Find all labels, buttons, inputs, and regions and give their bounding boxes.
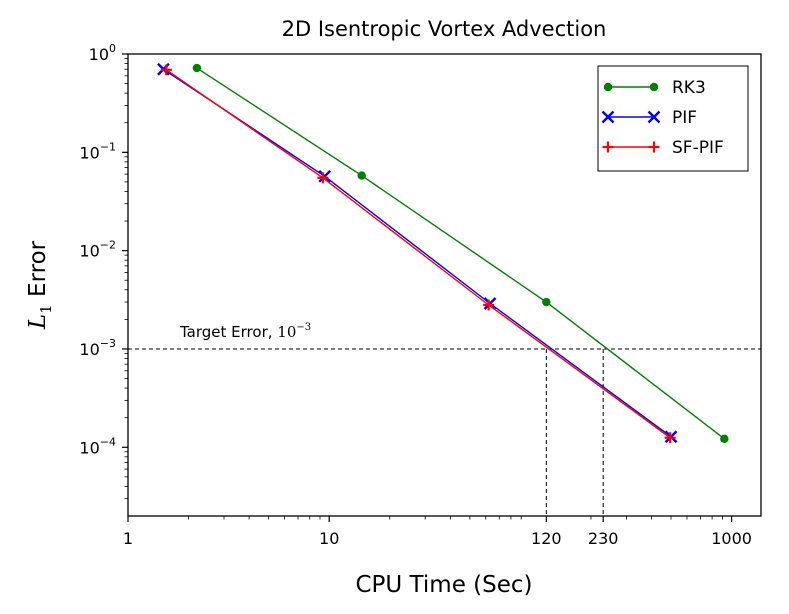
- series-rk3: [192, 63, 729, 443]
- y-tick-label-1: 10−1: [79, 140, 116, 162]
- series-line-pif: [163, 68, 672, 438]
- series-line-sf-pif: [165, 69, 671, 439]
- x-tick-label-1: 1: [123, 529, 133, 548]
- series-layer: [157, 62, 729, 444]
- series-line-rk3: [196, 67, 725, 440]
- x-tick-label-230: 230: [588, 529, 619, 548]
- y-tick-label-2: 10−2: [79, 239, 116, 261]
- target-lines: [128, 348, 761, 516]
- legend-marker-left-sf-pif: [602, 141, 614, 153]
- y-tick-exponent: 0: [109, 42, 116, 55]
- y-axis-label-var: L: [25, 314, 51, 330]
- data-point-rk3-3: [542, 297, 551, 307]
- data-point-pif-3: [483, 297, 497, 310]
- y-axis-label-sub: 1: [37, 304, 55, 314]
- target-error-base: 10: [277, 323, 296, 341]
- y-tick-exponent: −4: [100, 435, 116, 448]
- y-tick-base: 10: [79, 340, 99, 359]
- legend-label-sf-pif: SF-PIF: [672, 138, 724, 158]
- x-axis-label: CPU Time (Sec): [355, 572, 532, 598]
- data-point-sf-pif-3: [483, 299, 495, 311]
- y-tick-label-4: 10−4: [79, 435, 116, 457]
- plot-area: [127, 53, 762, 517]
- plot-frame: [127, 53, 762, 517]
- data-point-rk3-1: [192, 63, 202, 73]
- legend-marker-right-rk3: [649, 82, 659, 92]
- data-point-sf-pif-2: [317, 172, 329, 184]
- legend-marker-right-pif-stroke-b: [647, 110, 661, 124]
- legend-marker-left-pif-stroke-b: [601, 110, 615, 124]
- target-error-text: Target Error,: [179, 323, 277, 341]
- target-error-exp: −3: [296, 322, 311, 333]
- x-axis-ticks: 1 10 120 230 1000: [123, 516, 752, 548]
- legend-entry-pif: PIF: [601, 108, 697, 128]
- legend-label-pif: PIF: [672, 108, 697, 128]
- y-tick-base: 10: [79, 242, 99, 261]
- legend-marker-right-pif: [647, 110, 661, 124]
- data-point-rk3-2: [357, 171, 366, 180]
- y-tick-base: 10: [89, 45, 109, 64]
- x-tick-label-10: 10: [319, 529, 339, 548]
- y-tick-label-3: 10−3: [79, 337, 116, 359]
- x-tick-label-120: 120: [531, 529, 562, 548]
- y-axis-label: L1 Error: [25, 240, 55, 330]
- y-tick-exponent: −2: [100, 239, 116, 252]
- legend-box: [597, 65, 749, 172]
- legend-entry-sf-pif: SF-PIF: [602, 138, 724, 158]
- y-tick-label-0: 100: [89, 42, 116, 64]
- series-sf-pif: [160, 64, 676, 444]
- legend: RK3 PIF SF-PIF: [597, 65, 749, 172]
- y-axis-label-rest: Error: [25, 240, 51, 304]
- target-error-label: Target Error, 10−3: [179, 322, 311, 341]
- legend-entry-rk3: RK3: [603, 78, 706, 98]
- y-tick-base: 10: [79, 438, 99, 457]
- data-point-pif-3-stroke-b: [483, 297, 497, 310]
- chart-title: 2D Isentropic Vortex Advection: [282, 17, 607, 41]
- x-tick-label-1000: 1000: [711, 529, 752, 548]
- legend-marker-right-sf-pif: [648, 141, 660, 153]
- y-tick-exponent: −1: [100, 140, 116, 153]
- data-point-sf-pif-1: [160, 64, 172, 76]
- y-tick-exponent: −3: [100, 337, 116, 350]
- data-point-pif-2: [318, 169, 332, 183]
- data-point-sf-pif-4: [664, 432, 676, 444]
- legend-marker-left-pif: [601, 110, 615, 124]
- y-tick-base: 10: [79, 143, 99, 162]
- data-point-rk3-4: [720, 434, 729, 443]
- legend-label-rk3: RK3: [672, 78, 706, 98]
- legend-marker-left-rk3: [603, 82, 613, 92]
- data-point-pif-2-stroke-b: [318, 169, 332, 183]
